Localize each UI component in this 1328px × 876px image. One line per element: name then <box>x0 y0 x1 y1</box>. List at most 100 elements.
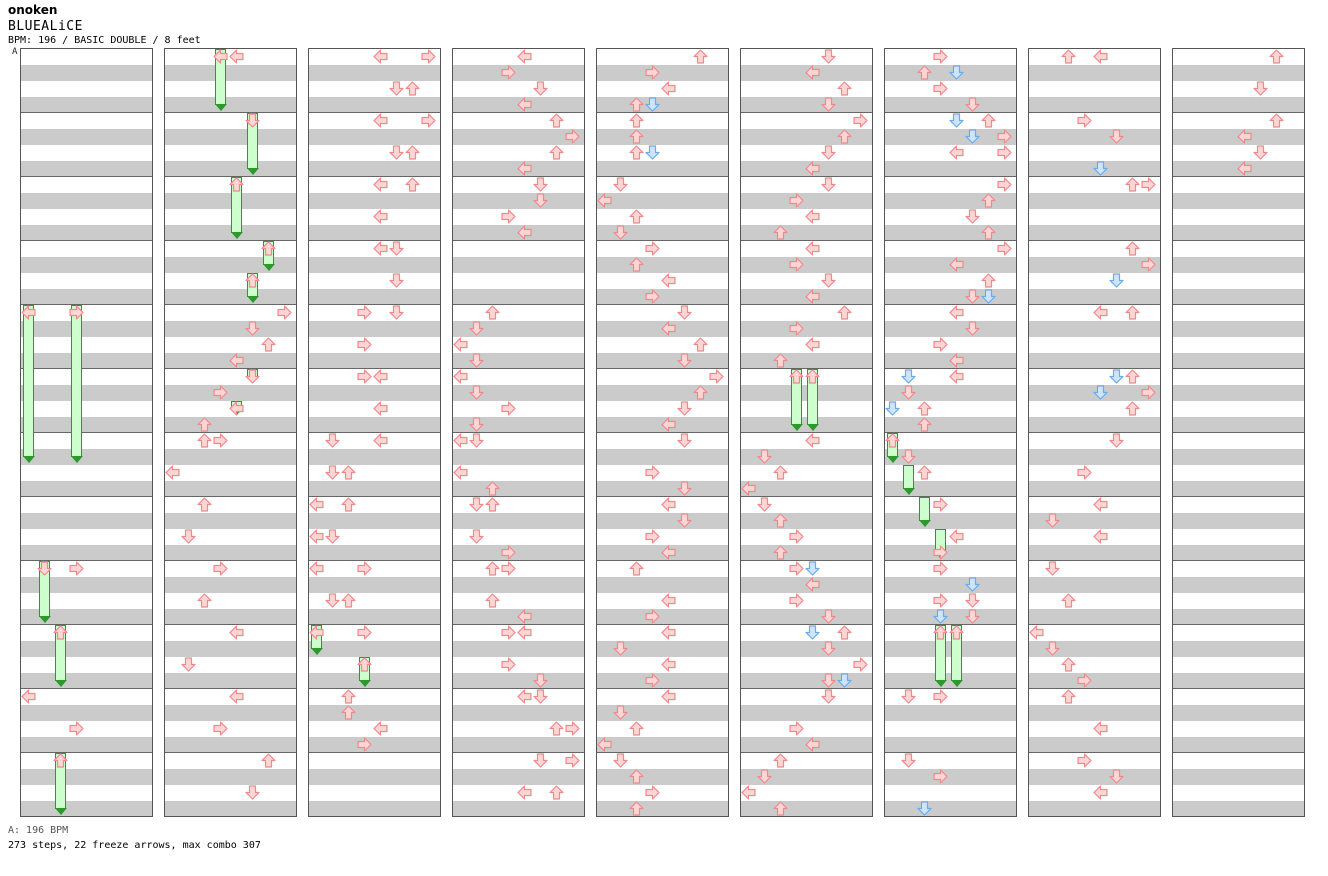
arrow-shape <box>645 97 660 112</box>
arrow-shape <box>501 625 516 640</box>
arrow-shape <box>645 145 660 160</box>
step-arrow-icon <box>1045 513 1060 528</box>
arrow-shape <box>501 561 516 576</box>
measure-line <box>741 688 872 689</box>
measure-line <box>453 304 584 305</box>
step-arrow-icon <box>1109 433 1124 448</box>
arrow-shape <box>1253 145 1268 160</box>
arrow-shape <box>949 353 964 368</box>
measure-line <box>453 432 584 433</box>
measure-line <box>885 304 1016 305</box>
arrow-shape <box>901 369 916 384</box>
arrow-shape <box>933 81 948 96</box>
step-arrow-icon <box>1093 785 1108 800</box>
step-arrow-icon <box>789 721 804 736</box>
arrow-shape <box>821 97 836 112</box>
arrow-shape <box>1141 257 1156 272</box>
freeze-arrow <box>71 305 83 463</box>
measure-line <box>309 112 440 113</box>
arrow-shape <box>341 465 356 480</box>
arrow-shape <box>661 593 676 608</box>
arrow-shape <box>197 417 212 432</box>
measure-line <box>885 176 1016 177</box>
step-arrow-icon <box>661 625 676 640</box>
arrow-shape <box>1061 49 1076 64</box>
blue-arrow-icon <box>1093 385 1108 400</box>
measure-line <box>21 368 152 369</box>
arrow-shape <box>1237 129 1252 144</box>
step-arrow-icon <box>325 433 340 448</box>
measure-line <box>885 624 1016 625</box>
arrow-shape <box>629 129 644 144</box>
measure-line <box>741 752 872 753</box>
step-arrow-icon <box>389 273 404 288</box>
step-arrow-icon <box>565 721 580 736</box>
arrow-shape <box>805 161 820 176</box>
step-arrow-icon <box>629 97 644 112</box>
step-arrow-icon <box>213 49 228 64</box>
step-arrow-icon <box>565 753 580 768</box>
step-arrow-icon <box>949 529 964 544</box>
measure-line <box>165 688 296 689</box>
arrow-shape <box>805 561 820 576</box>
arrow-shape <box>37 561 52 576</box>
step-arrow-icon <box>965 321 980 336</box>
arrow-shape <box>773 465 788 480</box>
step-arrow-icon <box>341 593 356 608</box>
step-arrow-icon <box>517 225 532 240</box>
step-arrow-icon <box>325 529 340 544</box>
measure-line <box>309 688 440 689</box>
step-arrow-icon <box>1109 769 1124 784</box>
arrow-shape <box>453 433 468 448</box>
step-arrow-icon <box>469 321 484 336</box>
step-arrow-icon <box>517 49 532 64</box>
measure-line <box>1173 560 1304 561</box>
step-arrow-icon <box>645 529 660 544</box>
step-arrow-icon <box>901 753 916 768</box>
arrow-shape <box>485 481 500 496</box>
arrow-shape <box>325 465 340 480</box>
step-arrow-icon <box>837 81 852 96</box>
arrow-shape <box>213 385 228 400</box>
arrow-shape <box>517 625 532 640</box>
arrow-shape <box>933 593 948 608</box>
arrow-shape <box>949 257 964 272</box>
arrow-shape <box>1093 161 1108 176</box>
arrow-shape <box>485 561 500 576</box>
blue-arrow-icon <box>885 401 900 416</box>
step-arrow-icon <box>517 689 532 704</box>
blue-arrow-icon <box>949 113 964 128</box>
arrow-shape <box>213 561 228 576</box>
step-arrow-icon <box>533 689 548 704</box>
arrow-shape <box>1125 177 1140 192</box>
step-arrow-icon <box>645 673 660 688</box>
arrow-shape <box>165 465 180 480</box>
arrow-shape <box>901 449 916 464</box>
arrow-shape <box>309 625 324 640</box>
step-arrow-icon <box>325 465 340 480</box>
arrow-shape <box>197 433 212 448</box>
step-arrow-icon <box>453 337 468 352</box>
step-arrow-icon <box>565 129 580 144</box>
step-arrow-icon <box>165 465 180 480</box>
arrow-shape <box>357 337 372 352</box>
arrow-shape <box>821 673 836 688</box>
arrow-shape <box>645 673 660 688</box>
arrow-shape <box>1125 241 1140 256</box>
arrow-shape <box>645 241 660 256</box>
measure-line <box>1173 176 1304 177</box>
step-arrow-icon <box>229 625 244 640</box>
step-arrow-icon <box>1093 305 1108 320</box>
arrow-shape <box>309 529 324 544</box>
blue-arrow-icon <box>917 801 932 816</box>
measure-line <box>309 368 440 369</box>
step-arrow-icon <box>341 465 356 480</box>
arrow-shape <box>389 81 404 96</box>
arrow-shape <box>677 353 692 368</box>
step-arrow-icon <box>901 689 916 704</box>
step-arrow-icon <box>629 801 644 816</box>
blue-arrow-icon <box>805 625 820 640</box>
measure-line <box>1029 624 1160 625</box>
arrow-shape <box>245 785 260 800</box>
arrow-shape <box>949 113 964 128</box>
